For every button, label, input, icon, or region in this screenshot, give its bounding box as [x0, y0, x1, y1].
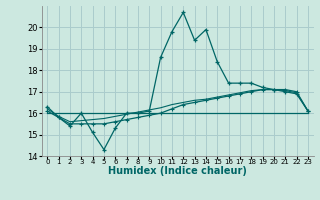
X-axis label: Humidex (Indice chaleur): Humidex (Indice chaleur)	[108, 166, 247, 176]
